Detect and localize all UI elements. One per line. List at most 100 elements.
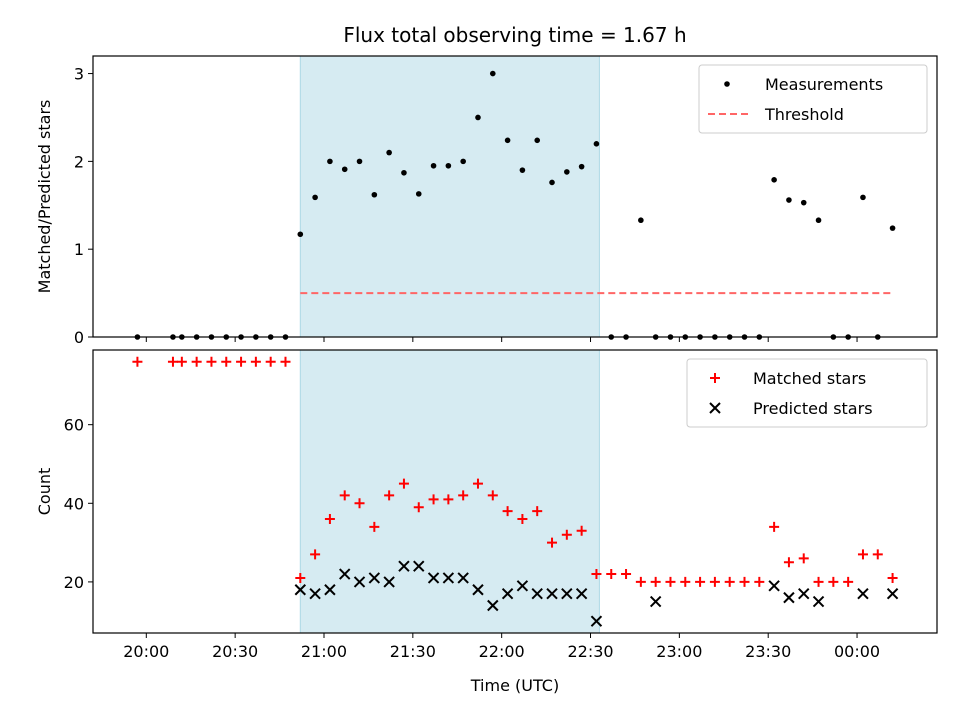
x-tick-label: 23:30: [745, 642, 791, 661]
x-tick-label: 20:00: [123, 642, 169, 661]
data-point: [487, 599, 499, 612]
x-tick-label: 00:00: [834, 642, 880, 661]
legend-marker: [724, 81, 730, 87]
data-point: [371, 191, 378, 198]
data-point: [250, 356, 261, 367]
data-point: [415, 191, 422, 197]
data-point: [638, 217, 644, 224]
observing-window-shade: [299, 55, 600, 338]
legend: Measurements Threshold: [698, 64, 928, 134]
legend-label: Measurements: [765, 75, 883, 94]
data-point: [828, 576, 839, 587]
data-point: [369, 521, 380, 532]
data-point: [591, 569, 602, 580]
data-point: [458, 490, 469, 501]
data-point: [534, 137, 541, 144]
legend-label: Matched stars: [753, 369, 866, 388]
data-point: [504, 137, 511, 144]
data-point: [297, 231, 304, 238]
y-tick-label: 20: [64, 573, 84, 592]
data-point: [812, 595, 825, 608]
data-point: [813, 576, 824, 587]
data-point: [236, 356, 247, 367]
data-point: [310, 549, 321, 560]
x-tick-label: 23:00: [656, 642, 702, 661]
data-point: [590, 615, 603, 627]
data-point: [401, 169, 407, 176]
data-point: [695, 576, 706, 587]
data-point: [443, 494, 454, 505]
data-point: [576, 525, 587, 536]
y-tick-label: 60: [64, 416, 84, 435]
data-point: [413, 502, 424, 513]
data-point: [176, 356, 187, 367]
data-point: [501, 587, 514, 600]
data-point: [384, 490, 395, 501]
data-point: [327, 158, 333, 165]
data-point: [191, 356, 202, 367]
data-point: [487, 490, 498, 501]
data-point: [475, 114, 481, 121]
data-point: [578, 163, 585, 170]
data-point: [786, 197, 792, 203]
panels: 0 1 2 3 Matched/Predicted stars Measurements T…: [35, 55, 938, 661]
data-point: [860, 194, 866, 201]
data-point: [383, 576, 395, 588]
data-point: [206, 356, 217, 367]
data-point: [442, 572, 455, 584]
data-point: [709, 576, 720, 587]
data-point: [294, 584, 307, 596]
data-point: [857, 587, 869, 600]
data-point: [800, 199, 807, 206]
data-point: [427, 572, 440, 584]
y-tick-label: 3: [74, 65, 84, 84]
data-point: [650, 576, 661, 587]
data-point: [167, 356, 178, 367]
data-point: [472, 584, 484, 596]
data-point: [547, 537, 558, 548]
data-point: [460, 158, 466, 165]
data-point: [516, 580, 529, 592]
data-point: [221, 356, 232, 367]
series-predicted-stars: [294, 560, 899, 627]
data-point: [635, 576, 646, 587]
data-point: [593, 141, 600, 147]
observing-window-shade: [299, 349, 600, 634]
y-tick-label: 40: [64, 494, 84, 513]
legend: Matched stars Predicted stars: [686, 358, 928, 428]
plot-frame: [92, 349, 938, 634]
legend-label: Predicted stars: [753, 399, 873, 418]
y-tick-label: 0: [74, 328, 84, 347]
data-point: [398, 478, 409, 489]
legend-marker: [710, 373, 720, 383]
data-point: [341, 166, 348, 173]
panel-1: 0 1 2 3 Matched/Predicted stars Measurements T…: [35, 55, 938, 347]
data-point: [768, 580, 780, 592]
data-point: [324, 584, 336, 596]
y-axis-title: Count: [35, 468, 54, 516]
data-point: [517, 514, 528, 525]
data-point: [324, 514, 335, 525]
data-point: [339, 490, 350, 501]
data-point: [280, 356, 291, 367]
data-point: [887, 572, 898, 583]
panel-2: 20 40 60 Count 20:00 20:30 21:00 21:30 22:00 22:3…: [35, 349, 938, 661]
data-point: [606, 569, 617, 580]
data-point: [428, 494, 439, 505]
data-point: [843, 576, 854, 587]
data-point: [519, 167, 526, 173]
data-point: [886, 587, 899, 600]
data-point: [889, 225, 896, 231]
data-point: [680, 576, 691, 587]
data-point: [386, 149, 392, 156]
data-point: [575, 587, 588, 600]
data-point: [430, 162, 437, 169]
data-point: [798, 553, 809, 564]
data-point: [489, 70, 496, 77]
data-point: [783, 557, 794, 568]
data-point: [769, 521, 780, 532]
data-point: [502, 506, 513, 517]
legend-marker: [709, 402, 721, 414]
data-point: [356, 158, 363, 165]
